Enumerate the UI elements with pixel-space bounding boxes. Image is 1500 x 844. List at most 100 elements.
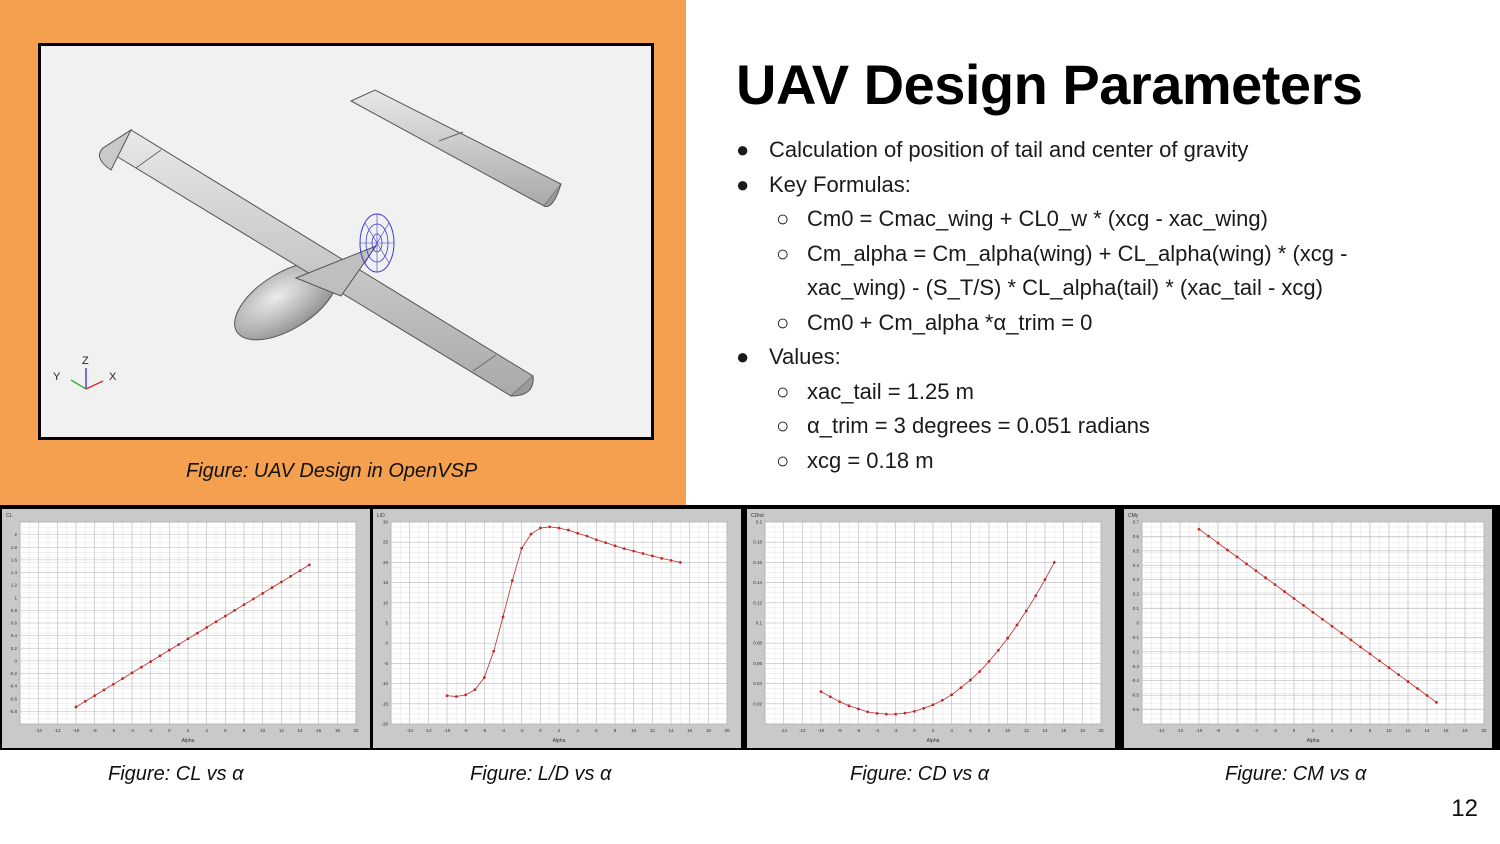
x-tick-label: -4	[501, 728, 505, 733]
y-tick-label: -0.5	[1131, 693, 1139, 698]
x-tick-label: -10	[818, 728, 825, 733]
data-point	[252, 598, 255, 601]
y-tick-label: 1.8	[11, 545, 18, 550]
data-point	[1034, 594, 1037, 597]
data-point	[876, 712, 879, 715]
data-point	[1255, 569, 1258, 572]
data-point	[1359, 646, 1362, 649]
x-tick-label: -8	[1216, 728, 1220, 733]
data-point	[941, 699, 944, 702]
x-tick-label: 0	[168, 728, 171, 733]
x-tick-label: -12	[799, 728, 806, 733]
sub-bullet-circle: ○	[776, 306, 789, 341]
x-tick-label: 14	[1424, 728, 1430, 733]
cd-plot: -14 -12 -10 -8 -6 -4 -2 0 2 4 6 8 10 12 14 16 18 20 0.02 0.…	[747, 509, 1115, 748]
y-tick-label: 0.04	[753, 681, 762, 686]
bullet-list: ● Calculation of position of tail and cen…	[736, 133, 1436, 478]
sub-bullet-text: Cm0 + Cm_alpha *α_trim = 0	[807, 310, 1092, 335]
sub-bullet-item: ○ α_trim = 3 degrees = 0.051 radians	[736, 409, 1436, 444]
x-axis-label: Alpha	[927, 738, 940, 744]
data-point	[960, 686, 963, 689]
data-point	[520, 547, 523, 550]
data-point	[271, 586, 274, 589]
data-point	[1302, 604, 1305, 607]
x-tick-label: 6	[595, 728, 598, 733]
sub-bullet-circle: ○	[776, 202, 789, 237]
data-point	[280, 581, 283, 584]
x-tick-label: -12	[54, 728, 61, 733]
x-tick-label: -4	[875, 728, 879, 733]
x-tick-label: -2	[1273, 728, 1277, 733]
x-tick-label: -8	[93, 728, 97, 733]
data-point	[140, 666, 143, 669]
y-tick-label: 0	[385, 641, 388, 646]
data-point	[177, 643, 180, 646]
y-tick-label: 0.4	[11, 633, 18, 638]
x-tick-label: 10	[1386, 728, 1392, 733]
data-point	[1397, 673, 1400, 676]
y-axis-label: CL	[6, 513, 13, 519]
y-tick-label: 15	[383, 580, 389, 585]
y-tick-label: 1.6	[11, 557, 18, 562]
y-tick-label: -20	[381, 722, 388, 727]
x-tick-label: 10	[260, 728, 266, 733]
x-tick-label: 8	[1369, 728, 1372, 733]
x-tick-label: 20	[724, 728, 730, 733]
data-point	[1025, 609, 1028, 612]
x-tick-label: 2	[187, 728, 190, 733]
x-tick-label: 6	[224, 728, 227, 733]
data-point	[1264, 576, 1267, 579]
y-tick-label: 0.5	[1133, 548, 1140, 553]
x-tick-label: 18	[706, 728, 712, 733]
x-tick-label: 16	[687, 728, 693, 733]
x-tick-label: 16	[316, 728, 322, 733]
x-tick-label: 2	[558, 728, 561, 733]
x-tick-label: 4	[576, 728, 579, 733]
data-point	[595, 538, 598, 541]
sub-bullet-text: Cm0 = Cmac_wing + CL0_w * (xcg - xac_win…	[807, 206, 1268, 231]
ld-chart: -14 -12 -10 -8 -6 -4 -2 0 2 4 6 8 10 12 14 16 18 20-20-15…	[373, 509, 741, 748]
x-tick-label: 0	[913, 728, 916, 733]
data-point	[502, 616, 505, 619]
data-point	[904, 712, 907, 715]
sub-bullet-item: ○ Cm0 + Cm_alpha *α_trim = 0	[736, 306, 1436, 341]
data-point	[233, 609, 236, 612]
data-point	[604, 541, 607, 544]
data-point	[1331, 625, 1334, 628]
data-point	[913, 710, 916, 713]
x-tick-label: 0	[1293, 728, 1296, 733]
axis-x-label: X	[109, 371, 117, 383]
data-point	[455, 695, 458, 698]
sub-bullet-item: ○ Cm0 = Cmac_wing + CL0_w * (xcg - xac_wi…	[736, 202, 1436, 237]
x-tick-label: 6	[1350, 728, 1353, 733]
data-point	[93, 694, 96, 697]
x-tick-label: 0	[539, 728, 542, 733]
x-tick-label: -2	[894, 728, 898, 733]
y-tick-label: -0.6	[9, 696, 17, 701]
x-axis-label: Alpha	[182, 738, 195, 744]
y-tick-label: 1.4	[11, 570, 18, 575]
x-tick-label: 2	[932, 728, 935, 733]
x-tick-label: 18	[1462, 728, 1468, 733]
data-point	[215, 620, 218, 623]
y-tick-label: 1.2	[11, 583, 18, 588]
data-point	[511, 579, 514, 582]
data-point	[1416, 687, 1419, 690]
data-point	[558, 527, 561, 530]
data-point	[1283, 590, 1286, 593]
x-tick-label: 4	[205, 728, 208, 733]
data-point	[623, 547, 626, 550]
sub-bullet-text: Cm_alpha = Cm_alpha(wing) + CL_alpha(win…	[807, 241, 1347, 266]
x-tick-label: 14	[668, 728, 674, 733]
data-point	[224, 615, 227, 618]
data-point	[159, 654, 162, 657]
data-point	[950, 693, 953, 696]
y-tick-label: 0.3	[1133, 577, 1140, 582]
data-point	[969, 679, 972, 682]
bullet-dot: ●	[736, 168, 749, 203]
y-tick-label: 25	[383, 540, 389, 545]
y-tick-label: 2	[14, 532, 17, 537]
y-tick-label: -0.2	[9, 671, 17, 676]
plots-strip: -14 -12 -10 -8 -6 -4 -2 0 2 4 6 8 10 12 14 16 18 20 -0.8 -0…	[0, 505, 1500, 750]
data-point	[894, 713, 897, 716]
